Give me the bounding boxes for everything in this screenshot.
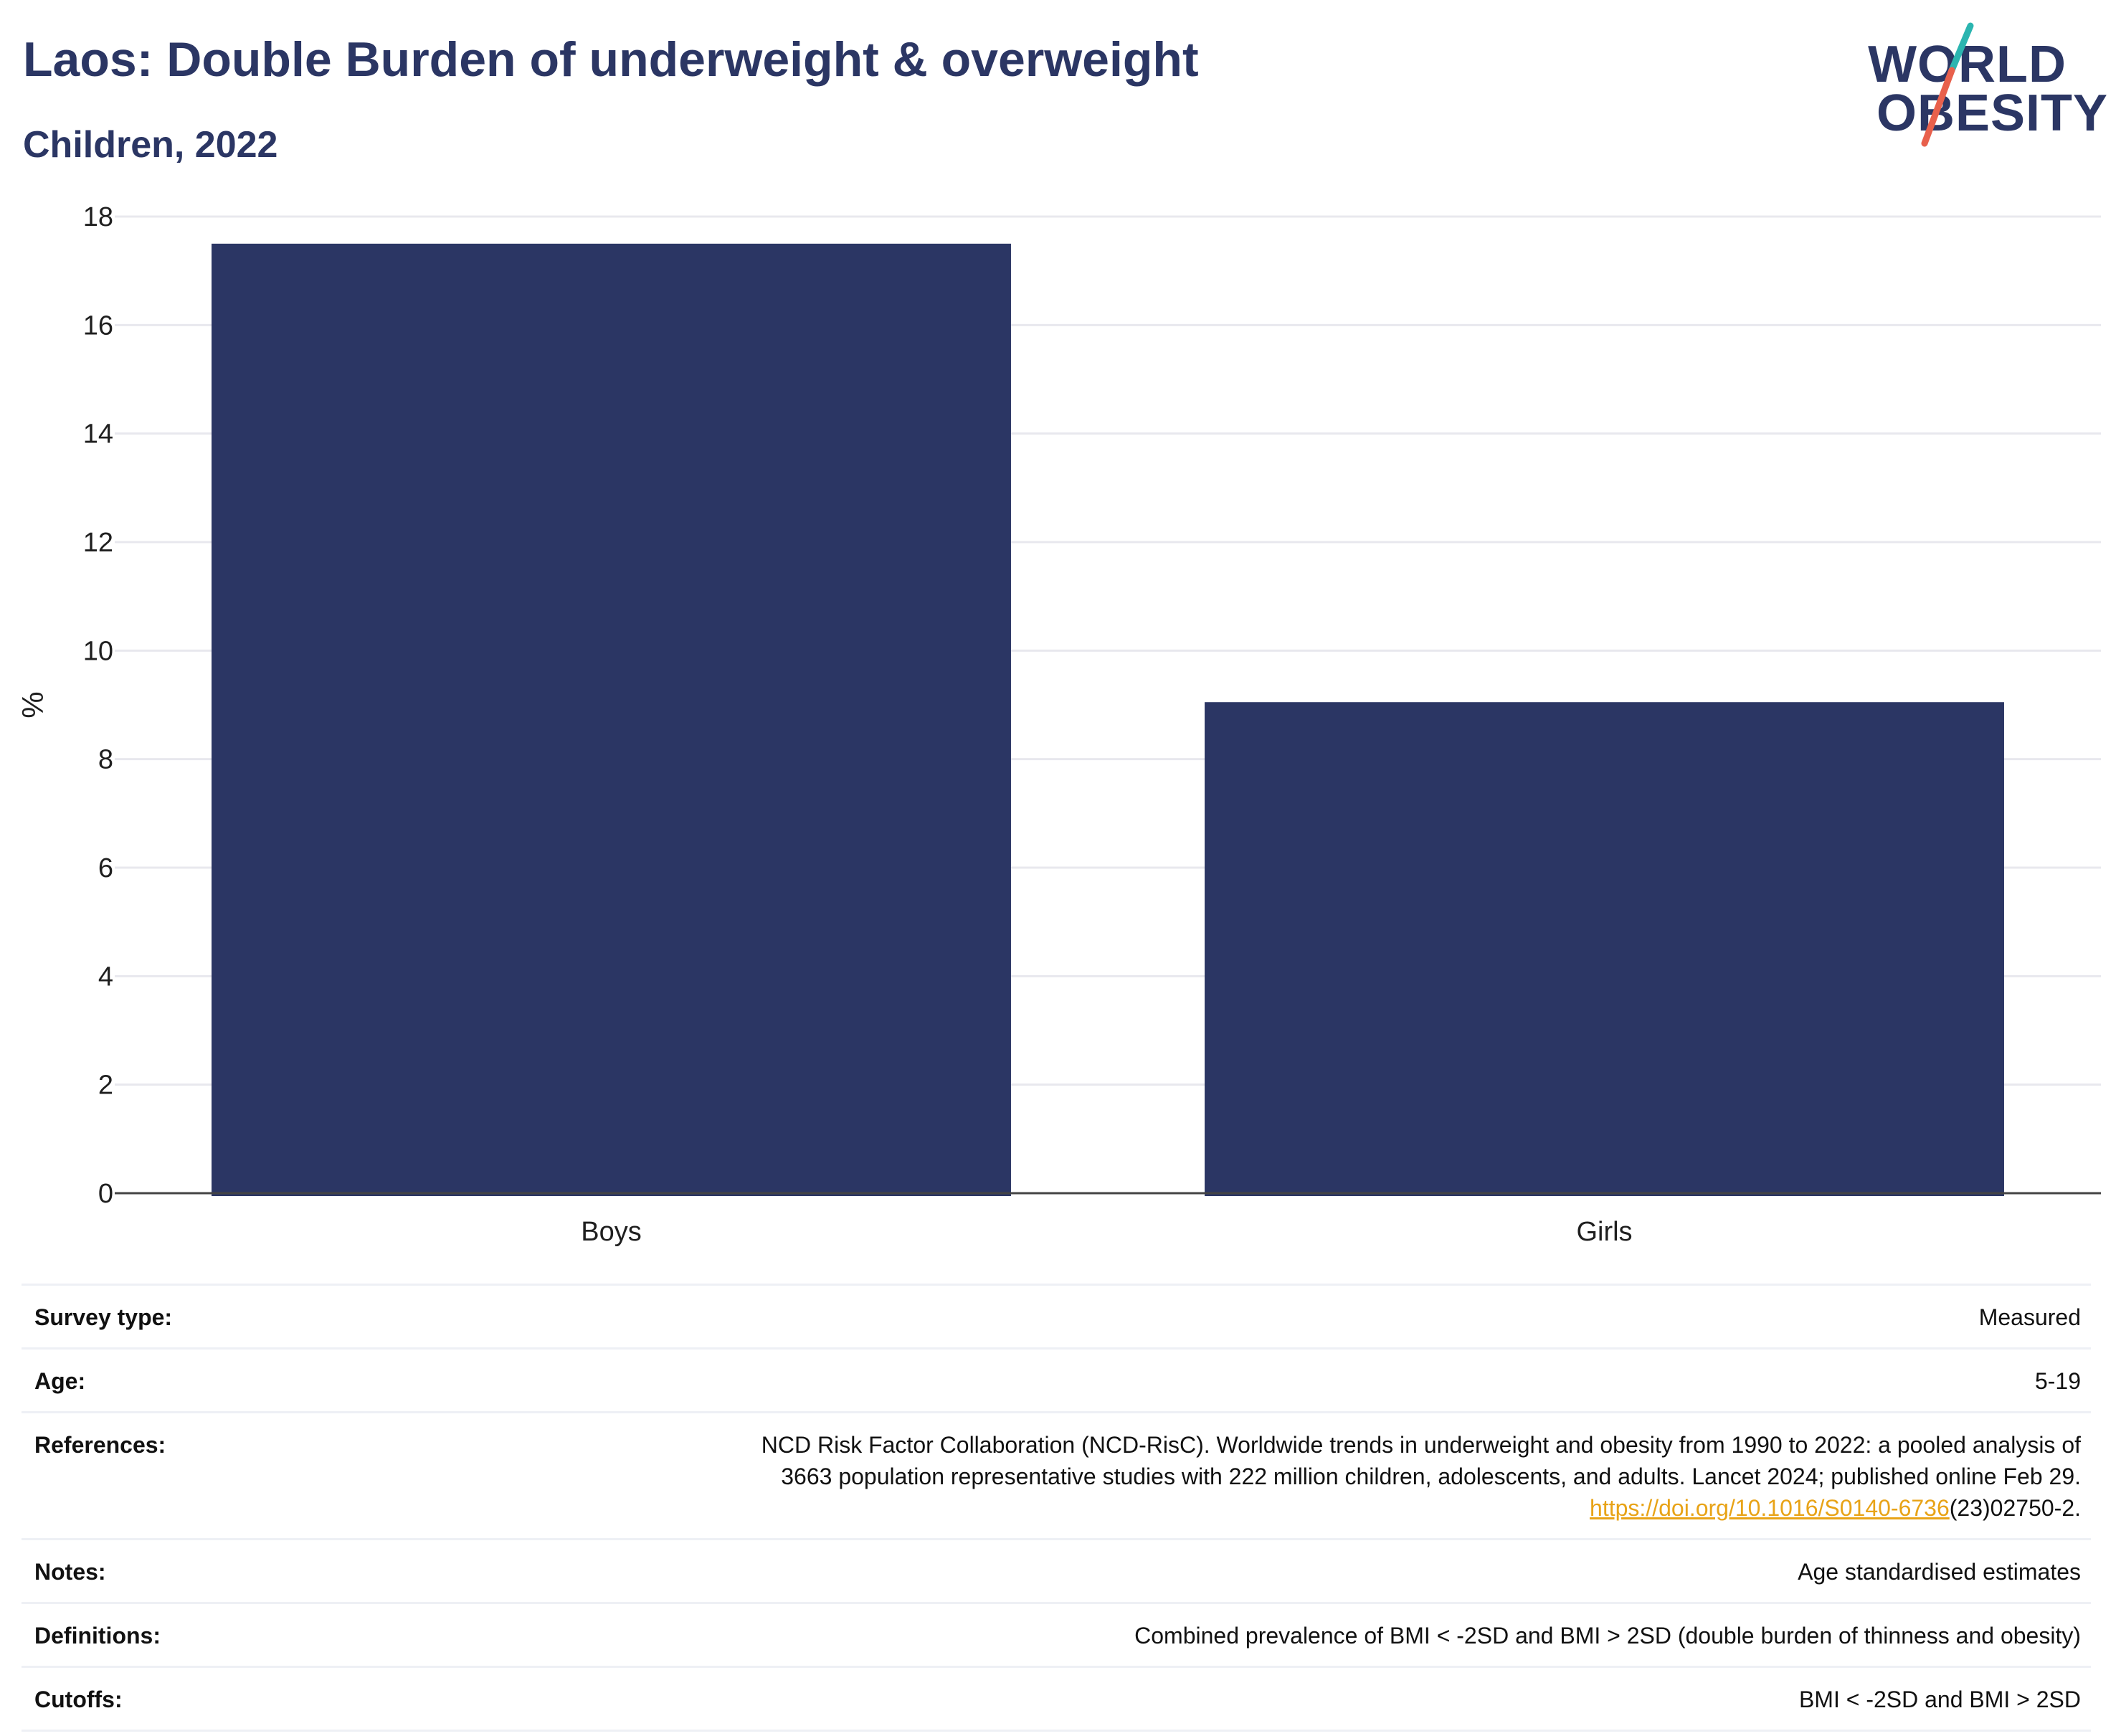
meta-row-notes: Notes: Age standardised estimates (22, 1540, 2091, 1604)
meta-row-age: Age: 5-19 (22, 1350, 2091, 1413)
y-tick-label: 10 (83, 636, 113, 666)
chart-title: Laos: Double Burden of underweight & ove… (23, 32, 1199, 87)
logo-word-world: WORLD (1868, 36, 2067, 93)
x-tick-label: Girls (1576, 1217, 1632, 1247)
bars (212, 243, 2004, 1196)
y-tick-label: 0 (98, 1179, 113, 1209)
y-tick-label: 8 (98, 745, 113, 775)
y-tick-label: 6 (98, 853, 113, 883)
meta-label: Survey type: (34, 1304, 173, 1330)
world-obesity-logo: WORLD OBESITY (1868, 20, 2108, 149)
bar-chart: 0 2 4 6 8 10 12 14 16 18 Boys Girls % (16, 202, 2101, 1247)
metadata-table: Survey type: Measured Age: 5-19 Referenc… (22, 1284, 2091, 1732)
meta-label: Age: (34, 1368, 86, 1394)
meta-label: References: (34, 1432, 166, 1458)
meta-label: Notes: (34, 1559, 106, 1585)
x-tick-label: Boys (581, 1217, 641, 1247)
meta-value: Combined prevalence of BMI < -2SD and BM… (1134, 1623, 2081, 1649)
meta-row-cutoffs: Cutoffs: BMI < -2SD and BMI > 2SD (22, 1668, 2091, 1732)
logo-word-obesity: OBESITY (1876, 85, 2108, 142)
meta-row-definitions: Definitions: Combined prevalence of BMI … (22, 1604, 2091, 1668)
chart-subtitle: Children, 2022 (23, 124, 278, 166)
reference-doi-suffix: (23)02750-2. (1949, 1495, 2081, 1521)
meta-value: BMI < -2SD and BMI > 2SD (1798, 1687, 2081, 1712)
y-tick-label: 16 (83, 310, 113, 341)
y-tick-label: 18 (83, 202, 113, 232)
y-tick-label: 14 (83, 419, 113, 450)
y-axis-title: % (16, 691, 49, 718)
doi-link[interactable]: https://doi.org/10.1016/S0140-6736 (1590, 1495, 1950, 1521)
y-axis-ticks: 0 2 4 6 8 10 12 14 16 18 (83, 202, 113, 1209)
meta-label: Cutoffs: (34, 1687, 123, 1712)
y-tick-label: 12 (83, 528, 113, 558)
meta-value: Measured (1978, 1304, 2081, 1330)
meta-row-references: References: NCD Risk Factor Collaboratio… (22, 1413, 2091, 1540)
meta-label: Definitions: (34, 1623, 161, 1649)
x-axis-ticks: Boys Girls (581, 1217, 1632, 1247)
bar-boys (212, 243, 1011, 1196)
logo-slash-icon (1921, 22, 1974, 147)
meta-value-references: NCD Risk Factor Collaboration (NCD-RisC)… (761, 1429, 2081, 1524)
reference-line-1: NCD Risk Factor Collaboration (NCD-RisC)… (761, 1432, 2081, 1458)
reference-line-2: 3663 population representative studies w… (781, 1464, 2081, 1489)
meta-value: Age standardised estimates (1798, 1559, 2081, 1585)
meta-value: 5-19 (2034, 1368, 2081, 1394)
meta-row-survey-type: Survey type: Measured (22, 1286, 2091, 1350)
y-tick-label: 2 (98, 1071, 113, 1101)
bar-girls (1205, 702, 2004, 1196)
y-tick-label: 4 (98, 962, 113, 992)
